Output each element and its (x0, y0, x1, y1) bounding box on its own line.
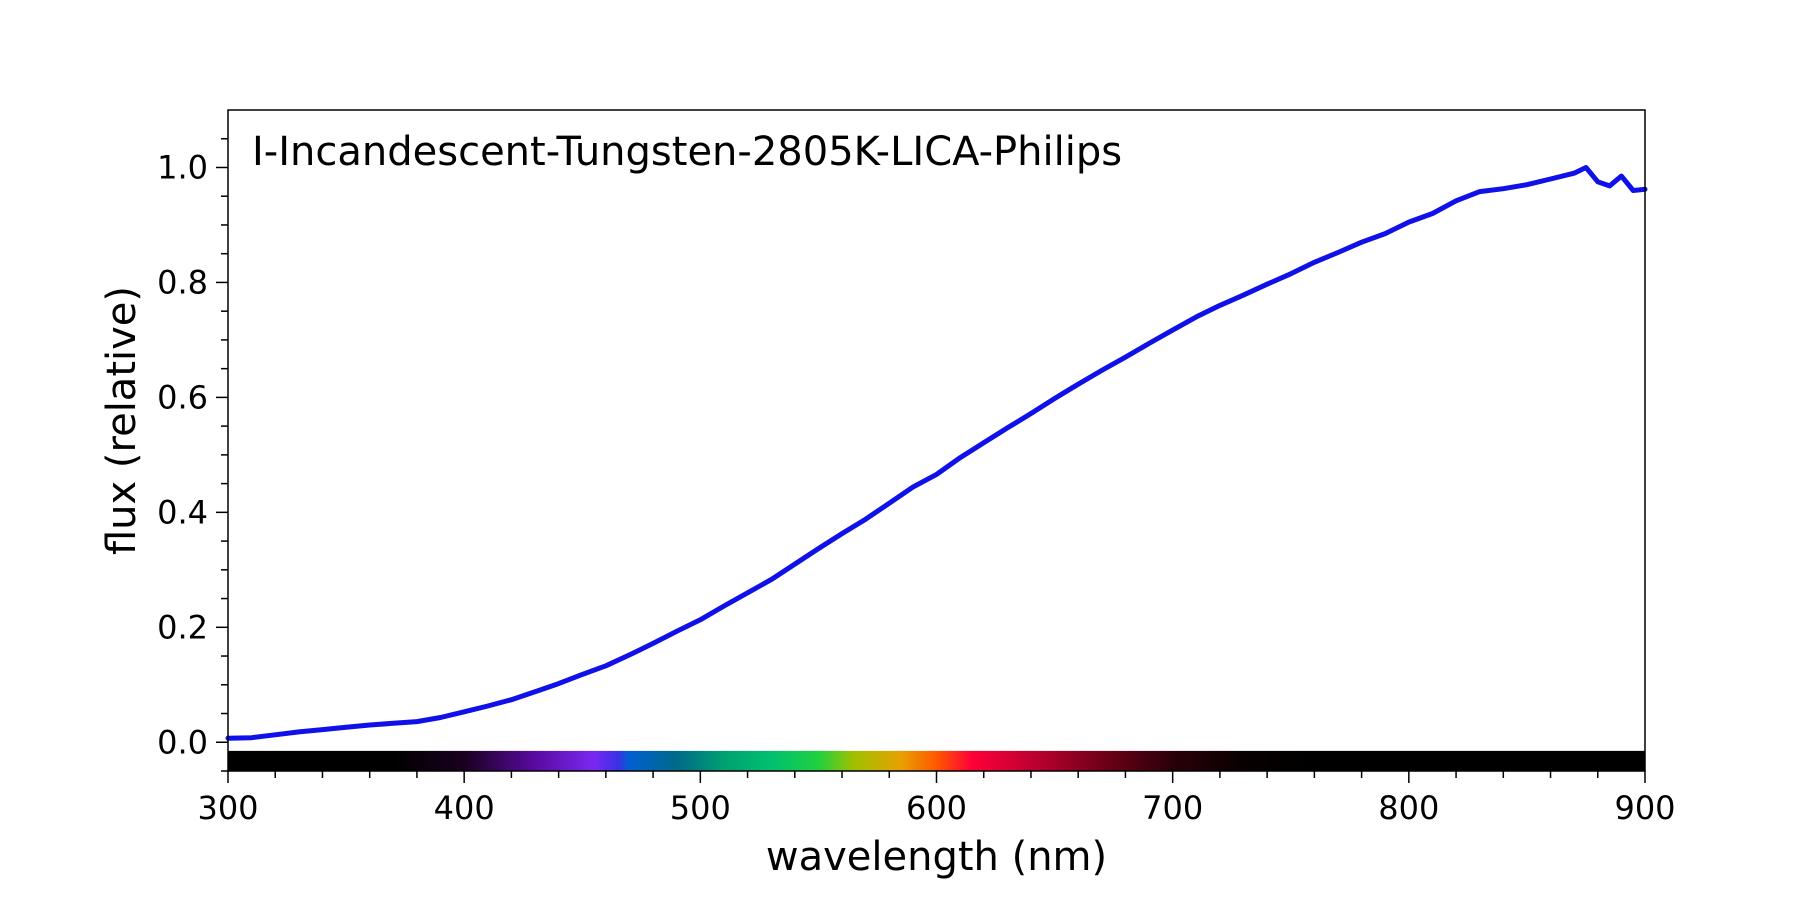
y-axis-title: flux (relative) (99, 286, 145, 555)
chart-title: I-Incandescent-Tungsten-2805K-LICA-Phili… (252, 129, 1122, 175)
y-tick-label: 0.8 (157, 263, 208, 301)
x-tick-label: 400 (434, 789, 495, 827)
x-axis-title: wavelength (nm) (766, 834, 1107, 880)
x-tick-label: 900 (1614, 789, 1675, 827)
plot-frame (227, 109, 1646, 772)
spectrum-band (228, 750, 1645, 771)
x-tick-label: 600 (906, 789, 967, 827)
y-tick-label: 0.4 (157, 493, 208, 531)
x-tick-label: 700 (1142, 789, 1203, 827)
x-tick-label: 300 (197, 789, 258, 827)
x-tick-label: 500 (670, 789, 731, 827)
y-tick-label: 0.2 (157, 608, 208, 646)
y-tick-label: 1.0 (157, 148, 208, 186)
x-tick-label: 800 (1378, 789, 1439, 827)
y-tick-label: 0.6 (157, 378, 208, 416)
series-line-0 (225, 165, 1648, 741)
y-tick-label: 0.0 (157, 723, 208, 761)
